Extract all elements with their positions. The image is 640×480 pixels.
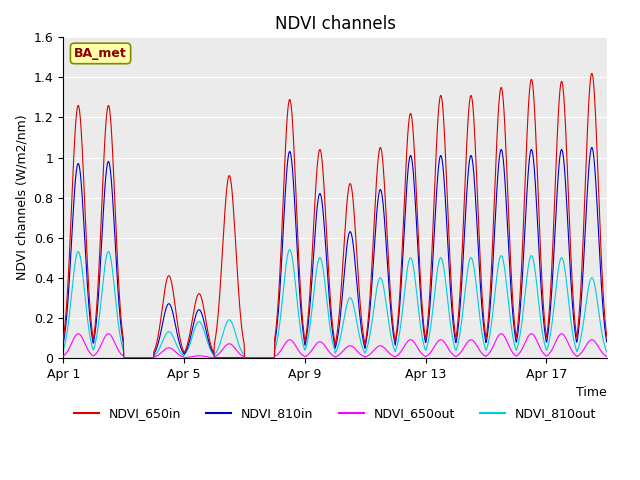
Y-axis label: NDVI channels (W/m2/nm): NDVI channels (W/m2/nm) bbox=[15, 115, 28, 280]
Text: BA_met: BA_met bbox=[74, 47, 127, 60]
Bar bbox=[63, 0, 607, 37]
X-axis label: Time: Time bbox=[576, 386, 607, 399]
Title: NDVI channels: NDVI channels bbox=[275, 15, 396, 33]
Legend: NDVI_650in, NDVI_810in, NDVI_650out, NDVI_810out: NDVI_650in, NDVI_810in, NDVI_650out, NDV… bbox=[68, 403, 601, 425]
